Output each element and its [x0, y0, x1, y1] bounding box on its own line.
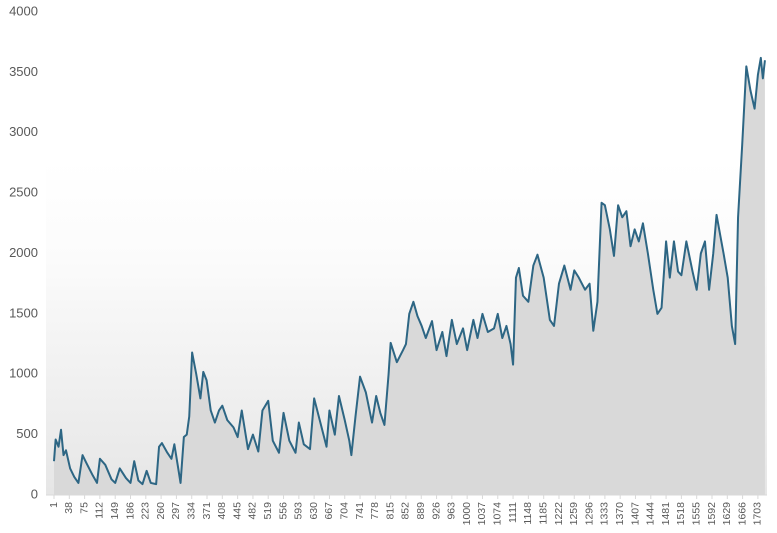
x-tick-label: 1111 — [507, 502, 519, 523]
x-tick-label: 1 — [48, 502, 60, 508]
x-tick-label: 1444 — [645, 502, 657, 526]
x-tick-label: 482 — [247, 502, 259, 520]
x-tick-label: 1703 — [752, 502, 764, 526]
x-tick-label: 741 — [354, 502, 366, 520]
y-tick-label: 3500 — [9, 64, 38, 79]
x-tick-label: 223 — [140, 502, 152, 520]
x-tick-label: 556 — [277, 502, 289, 520]
x-tick-label: 1148 — [522, 502, 534, 525]
x-tick-label: 1333 — [599, 502, 611, 526]
x-tick-label: 1259 — [568, 502, 580, 526]
y-tick-label: 2000 — [9, 245, 38, 260]
line — [53, 56, 766, 486]
x-tick-label: 926 — [430, 502, 442, 520]
y-tick-label: 1500 — [9, 305, 38, 320]
x-tick-label: 445 — [231, 502, 243, 520]
y-tick-label: 500 — [16, 426, 38, 441]
x-tick-label: 1629 — [721, 502, 733, 526]
x-tick-label: 1222 — [553, 502, 565, 526]
y-tick-label: 1000 — [9, 366, 38, 381]
x-tick-label: 1666 — [736, 502, 748, 526]
y-tick-label: 4000 — [9, 3, 38, 18]
x-tick-label: 371 — [201, 502, 213, 520]
x-tick-label: 889 — [415, 502, 427, 520]
x-tick-label: 334 — [186, 502, 198, 520]
x-tick-label: 186 — [124, 502, 136, 520]
x-tick-label: 815 — [384, 502, 396, 520]
x-tick-label: 630 — [308, 502, 320, 520]
x-tick-label: 112 — [94, 502, 106, 519]
x-tick-label: 1407 — [629, 502, 641, 526]
x-tick-label: 667 — [323, 502, 335, 520]
area — [54, 57, 765, 495]
x-tick-label: 1074 — [492, 502, 504, 526]
x-tick-label: 149 — [109, 502, 121, 520]
x-tick-label: 1370 — [614, 502, 626, 526]
x-tick-label: 593 — [293, 502, 305, 520]
x-tick-label: 297 — [170, 502, 182, 520]
y-tick-label: 0 — [31, 486, 38, 501]
x-tick-label: 1592 — [706, 502, 718, 526]
x-tick-label: 852 — [400, 502, 412, 520]
x-tick-label: 408 — [216, 502, 228, 520]
x-tick-label: 1555 — [690, 502, 702, 526]
x-tick-label: 1000 — [461, 502, 473, 526]
x-tick-label: 38 — [63, 502, 75, 514]
x-tick-label: 1481 — [660, 502, 672, 526]
x-tick-label: 260 — [155, 502, 167, 520]
x-tick-label: 1296 — [583, 502, 595, 526]
y-tick-label: 2500 — [9, 185, 38, 200]
x-tick-label: 704 — [339, 502, 351, 520]
x-tick-label: 519 — [262, 502, 274, 520]
x-tick-label: 75 — [78, 502, 90, 514]
y-tick-label: 3000 — [9, 124, 38, 139]
x-tick-label: 778 — [369, 502, 381, 520]
x-tick-label: 1037 — [476, 502, 488, 526]
x-tick-label: 1518 — [675, 502, 687, 526]
x-tick-label: 963 — [446, 502, 458, 520]
x-tick-label: 1185 — [537, 502, 549, 525]
